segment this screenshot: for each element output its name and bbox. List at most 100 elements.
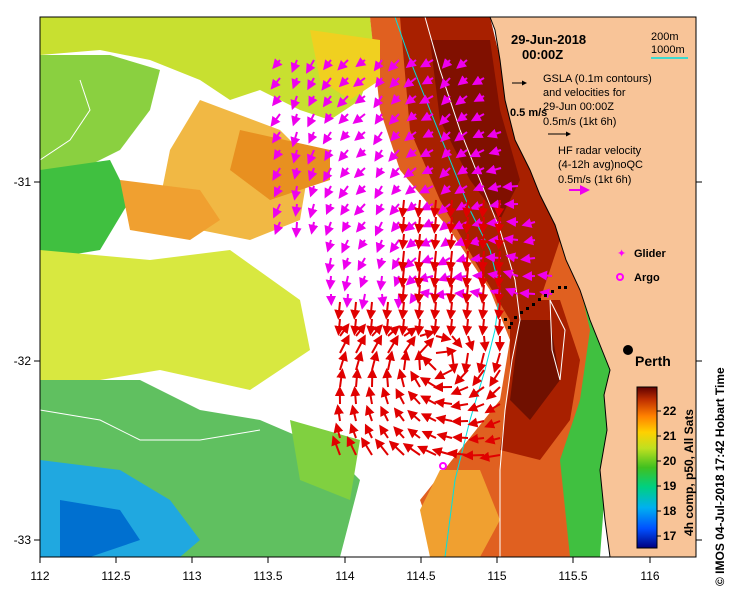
x-tick-label: 113.5 xyxy=(253,569,282,583)
velocity-arrow xyxy=(388,440,405,456)
velocity-arrow xyxy=(468,433,485,444)
velocity-arrow xyxy=(452,432,469,443)
gsla-legend-line-4: 0.5m/s (1kt 6h) xyxy=(543,116,616,128)
velocity-arrow xyxy=(374,438,389,456)
velocity-arrow xyxy=(291,221,302,238)
velocity-arrow xyxy=(342,257,352,271)
velocity-arrow xyxy=(387,325,400,337)
velocity-arrow xyxy=(446,199,457,218)
velocity-arrow xyxy=(405,184,417,195)
velocity-arrow xyxy=(407,390,421,405)
velocity-arrow xyxy=(355,184,367,196)
velocity-arrow xyxy=(446,216,457,234)
velocity-arrow xyxy=(391,184,402,196)
velocity-arrow xyxy=(365,386,376,405)
hf-legend-line-3: 0.5m/s (1kt 6h) xyxy=(558,174,631,186)
velocity-arrow xyxy=(340,130,351,141)
velocity-arrow xyxy=(324,185,334,199)
velocity-arrow xyxy=(489,369,501,387)
velocity-arrow xyxy=(455,95,468,106)
velocity-arrow xyxy=(270,77,281,90)
velocity-arrow xyxy=(393,293,404,309)
velocity-arrow xyxy=(398,267,408,288)
velocity-arrow xyxy=(375,239,386,253)
velocity-arrow xyxy=(436,431,453,442)
velocity-arrow xyxy=(375,76,385,88)
velocity-arrow xyxy=(454,131,468,142)
velocity-arrow xyxy=(478,216,489,234)
velocity-arrow xyxy=(380,386,391,405)
velocity-arrow xyxy=(374,185,384,199)
velocity-arrow xyxy=(355,147,367,158)
velocity-arrow xyxy=(354,93,366,104)
velocity-arrow xyxy=(437,256,451,266)
velocity-arrow xyxy=(389,239,400,254)
velocity-arrow xyxy=(339,167,351,179)
velocity-arrow xyxy=(272,95,283,107)
velocity-arrow xyxy=(435,414,453,425)
velocity-arrow xyxy=(291,185,302,201)
velocity-arrow xyxy=(430,267,440,288)
velocity-arrow xyxy=(321,77,332,91)
velocity-arrow xyxy=(414,350,425,371)
velocity-arrow xyxy=(338,185,349,199)
velocity-arrow xyxy=(476,352,487,374)
velocity-arrow xyxy=(503,234,519,245)
velocity-arrow xyxy=(324,149,334,162)
velocity-arrow xyxy=(306,59,316,74)
velocity-arrow xyxy=(366,301,377,320)
velocity-arrow xyxy=(445,250,456,272)
velocity-arrow xyxy=(441,58,453,69)
velocity-arrow xyxy=(478,318,489,336)
velocity-arrow xyxy=(472,182,485,192)
velocity-arrow xyxy=(355,221,367,233)
velocity-arrow xyxy=(437,272,451,282)
velocity-arrow xyxy=(404,94,417,105)
velocity-arrow xyxy=(406,111,418,122)
velocity-arrow xyxy=(473,92,485,102)
x-tick-label: 113 xyxy=(182,569,201,583)
velocity-arrow xyxy=(334,404,344,422)
velocity-arrow xyxy=(487,182,502,192)
velocity-arrow xyxy=(404,131,417,142)
hf-legend-line-1: HF radar velocity xyxy=(558,145,642,157)
velocity-arrow xyxy=(494,199,505,218)
credit-text: © IMOS 04-Jul-2018 17:42 Hobart Time xyxy=(713,367,727,586)
velocity-arrow xyxy=(376,257,387,270)
velocity-arrow xyxy=(397,250,408,272)
colorbar-tick: 18 xyxy=(663,504,677,518)
velocity-arrow xyxy=(354,130,366,141)
colorbar-tick: 20 xyxy=(663,454,677,468)
velocity-arrow xyxy=(291,149,301,164)
velocity-arrow xyxy=(374,221,384,237)
velocity-arrow xyxy=(414,301,425,320)
velocity-arrow xyxy=(457,75,469,86)
velocity-arrow xyxy=(471,165,485,175)
x-tick-label: 112.5 xyxy=(101,569,130,583)
velocity-arrow xyxy=(290,95,301,111)
velocity-arrow xyxy=(270,113,281,127)
velocity-arrow xyxy=(454,288,468,299)
velocity-arrow xyxy=(325,275,336,290)
argo-marker xyxy=(439,462,447,470)
velocity-arrow xyxy=(413,250,424,272)
velocity-arrow xyxy=(446,284,457,304)
velocity-arrow xyxy=(290,131,301,148)
velocity-arrow xyxy=(389,203,400,216)
velocity-arrow xyxy=(446,301,457,320)
velocity-arrow xyxy=(323,167,333,182)
velocity-arrow xyxy=(457,164,469,175)
hf-legend-line-2: (4-12h avg)noQC xyxy=(558,159,643,171)
velocity-arrow xyxy=(272,131,282,144)
velocity-arrow xyxy=(338,76,350,88)
velocity-arrow xyxy=(398,216,409,234)
velocity-arrow xyxy=(414,233,425,250)
velocity-arrow xyxy=(398,233,409,250)
velocity-arrow xyxy=(505,252,519,263)
velocity-arrow xyxy=(462,216,473,234)
velocity-arrow xyxy=(421,355,437,371)
velocity-arrow xyxy=(430,301,441,320)
velocity-arrow xyxy=(430,233,441,250)
velocity-arrow xyxy=(322,95,333,108)
velocity-arrow xyxy=(403,77,417,88)
